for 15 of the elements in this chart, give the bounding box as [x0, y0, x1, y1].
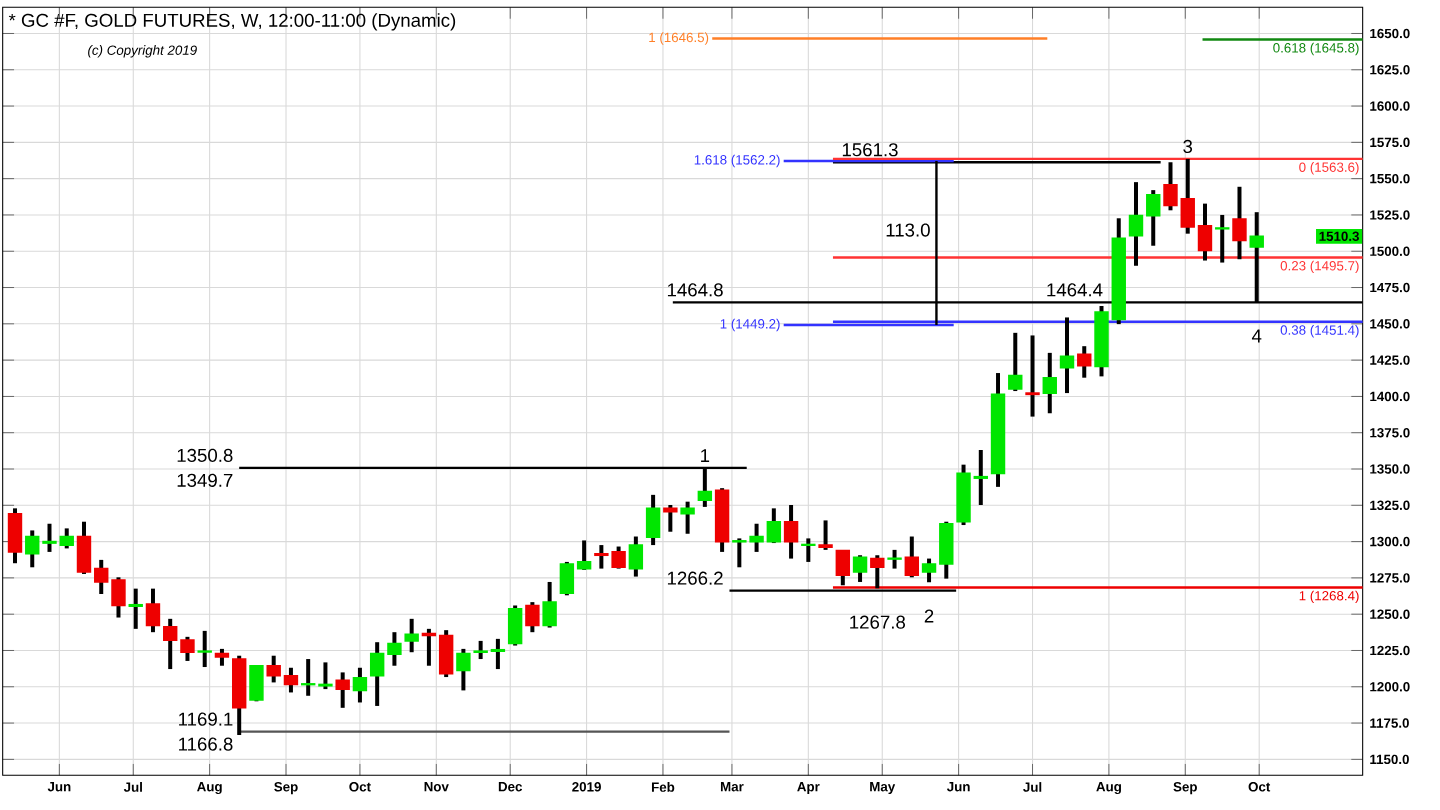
annotation: 2	[924, 609, 934, 623]
annotation: 1267.8	[850, 615, 906, 629]
chart-title: * GC #F, GOLD FUTURES, W, 12:00-11:00 (Dynamic)	[8, 13, 456, 31]
annotation: 1561.3	[842, 143, 898, 157]
annotation: 1166.8	[179, 737, 233, 751]
annotation: 113.0	[886, 223, 930, 237]
annotation: 3	[1183, 139, 1193, 154]
annotation: 1464.8	[667, 283, 723, 297]
annotation: 1350.8	[177, 448, 233, 462]
annotation: 1	[701, 449, 710, 462]
annotation: 1349.7	[177, 473, 233, 487]
annotation: 1464.4	[1047, 283, 1103, 297]
annotation: 4	[1251, 329, 1262, 343]
annotation: 1169.1	[179, 712, 233, 726]
annotation: 1266.2	[667, 571, 723, 585]
